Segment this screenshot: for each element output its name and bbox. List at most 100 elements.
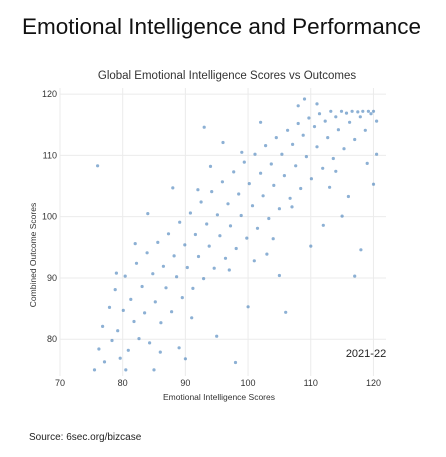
scatter-point — [164, 286, 168, 290]
scatter-point — [366, 109, 370, 113]
grid-lines — [59, 88, 386, 376]
scatter-point — [102, 360, 107, 364]
scatter-point — [286, 128, 290, 132]
scatter-point — [246, 305, 250, 309]
scatter-point — [96, 164, 100, 168]
x-tick-label: 90 — [180, 378, 190, 388]
scatter-point — [118, 356, 122, 360]
x-tick-label: 110 — [304, 378, 318, 388]
scatter-point — [158, 350, 162, 354]
scatter-point — [369, 112, 373, 116]
scatter-point — [299, 186, 303, 191]
scatter-point — [123, 274, 127, 278]
scatter-point — [124, 368, 128, 372]
scatter-point — [274, 136, 278, 140]
scatter-point — [261, 194, 265, 198]
scatter-point — [375, 152, 379, 156]
scatter-point — [277, 207, 281, 211]
scatter-point — [210, 190, 214, 194]
scatter-point — [239, 213, 243, 218]
x-tick-label: 120 — [366, 378, 381, 388]
x-axis-label: Emotional Intelligence Scores — [163, 392, 275, 402]
scatter-point — [177, 346, 181, 350]
scatter-point — [290, 205, 294, 209]
scatter-point — [301, 133, 305, 137]
scatter-point — [350, 109, 354, 113]
scatter-point — [315, 102, 319, 106]
scatter-point — [137, 337, 141, 341]
scatter-point — [193, 232, 197, 237]
scatter-point — [228, 224, 233, 228]
scatter-point — [232, 170, 236, 174]
scatter-point — [361, 109, 365, 113]
scatter-point — [304, 155, 308, 159]
scatter-point — [92, 368, 97, 372]
scatter-point — [188, 211, 192, 215]
scatter-point — [183, 357, 187, 361]
scatter-point — [183, 243, 187, 247]
scatter-point — [363, 128, 367, 132]
scatter-point — [237, 192, 241, 196]
scatter-point — [328, 185, 332, 189]
scatter-point — [208, 164, 213, 168]
y-tick-label: 120 — [42, 89, 57, 99]
scatter-point — [321, 166, 325, 170]
axis-labels: 70 80 90 100 110 120 80 90 100 110 120 — [42, 89, 381, 388]
scatter-point — [353, 137, 357, 142]
scatter-point — [226, 202, 230, 206]
scatter-point — [267, 216, 271, 221]
scatter-point — [178, 220, 182, 224]
scatter-point — [161, 264, 165, 268]
scatter-point — [166, 232, 171, 236]
scatter-point — [312, 125, 317, 129]
scatter-point — [151, 272, 155, 276]
scatter-point — [133, 242, 137, 246]
scatter-point — [148, 341, 152, 345]
scatter-point — [159, 321, 163, 325]
x-tick-label: 70 — [55, 378, 65, 388]
scatter-point — [358, 115, 362, 119]
scatter-point — [185, 265, 189, 270]
scatter-point — [250, 204, 255, 208]
y-tick-label: 80 — [47, 334, 57, 344]
scatter-point — [296, 104, 300, 108]
scatter-point — [126, 348, 130, 352]
scatter-point — [340, 214, 344, 218]
scatter-point — [294, 164, 298, 168]
scatter-point — [348, 120, 352, 124]
scatter-point — [323, 119, 327, 123]
scatter-point — [356, 110, 360, 114]
scatter-point — [326, 136, 330, 140]
scatter-point — [223, 256, 228, 260]
scatter-point — [234, 246, 238, 251]
scatter-point — [242, 160, 246, 164]
scatter-point — [143, 311, 147, 315]
scatter-point — [215, 213, 219, 217]
scatter-point — [156, 240, 160, 244]
scatter-point — [172, 254, 176, 258]
scatter-point — [132, 319, 136, 324]
period-annotation: 2021-22 — [346, 348, 386, 360]
scatter-point — [271, 237, 275, 241]
points-layer — [92, 97, 379, 372]
scatter-point — [121, 308, 125, 312]
scatter-point — [252, 259, 256, 263]
scatter-point — [97, 347, 101, 351]
scatter-point — [114, 271, 118, 275]
scatter-point — [113, 288, 117, 292]
scatter-point — [309, 244, 313, 248]
scatter-point — [140, 284, 144, 289]
scatter-point — [375, 119, 379, 123]
y-tick-label: 100 — [42, 212, 57, 222]
x-tick-label: 80 — [118, 378, 128, 388]
scatter-point — [282, 174, 286, 178]
scatter-point — [175, 275, 179, 279]
y-axis-label: Combined Outcome Scores — [28, 203, 38, 307]
scatter-point — [331, 156, 335, 161]
scatter-point — [277, 273, 281, 278]
source-note: Source: 6sec.org/bizcase — [29, 432, 142, 443]
scatter-point — [259, 120, 263, 124]
scatter-point — [107, 305, 112, 309]
scatter-point — [291, 142, 295, 146]
scatter-point — [170, 310, 174, 314]
